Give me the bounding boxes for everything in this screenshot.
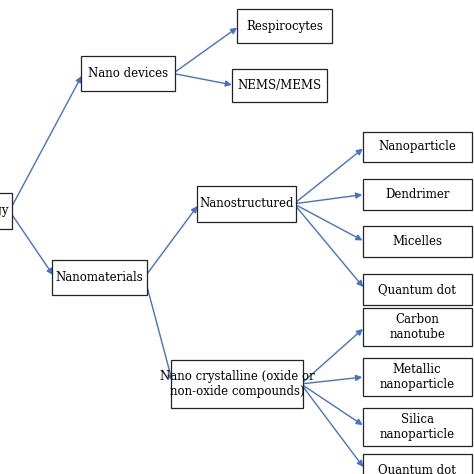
Text: Respirocytes: Respirocytes <box>246 19 323 33</box>
FancyBboxPatch shape <box>197 186 296 222</box>
Text: Micelles: Micelles <box>392 235 442 248</box>
FancyBboxPatch shape <box>0 193 12 228</box>
FancyBboxPatch shape <box>363 227 472 257</box>
Text: Nanoparticle: Nanoparticle <box>378 140 456 154</box>
FancyBboxPatch shape <box>52 260 147 295</box>
FancyBboxPatch shape <box>171 360 303 408</box>
FancyBboxPatch shape <box>232 69 327 102</box>
FancyBboxPatch shape <box>237 9 332 43</box>
FancyBboxPatch shape <box>363 179 472 210</box>
Text: Quantum dot: Quantum dot <box>378 463 456 474</box>
Text: NEMS/MEMS: NEMS/MEMS <box>237 79 322 92</box>
Text: Nano devices: Nano devices <box>88 67 168 80</box>
FancyBboxPatch shape <box>363 408 472 446</box>
FancyBboxPatch shape <box>81 56 175 91</box>
Text: Nanomaterials: Nanomaterials <box>55 271 144 284</box>
FancyBboxPatch shape <box>363 132 472 163</box>
Text: Dendrimer: Dendrimer <box>385 188 449 201</box>
Text: nanotechnology: nanotechnology <box>0 204 9 218</box>
Text: Nano crystalline (oxide or
non-oxide compounds): Nano crystalline (oxide or non-oxide com… <box>160 370 314 398</box>
FancyBboxPatch shape <box>363 308 472 346</box>
FancyBboxPatch shape <box>363 358 472 396</box>
Text: Silica
nanoparticle: Silica nanoparticle <box>380 412 455 441</box>
Text: Metallic
nanoparticle: Metallic nanoparticle <box>380 363 455 391</box>
FancyBboxPatch shape <box>363 454 472 474</box>
Text: Nanostructured: Nanostructured <box>199 197 294 210</box>
FancyBboxPatch shape <box>363 274 472 305</box>
Text: Carbon
nanotube: Carbon nanotube <box>389 313 445 341</box>
Text: Quantum dot: Quantum dot <box>378 283 456 296</box>
